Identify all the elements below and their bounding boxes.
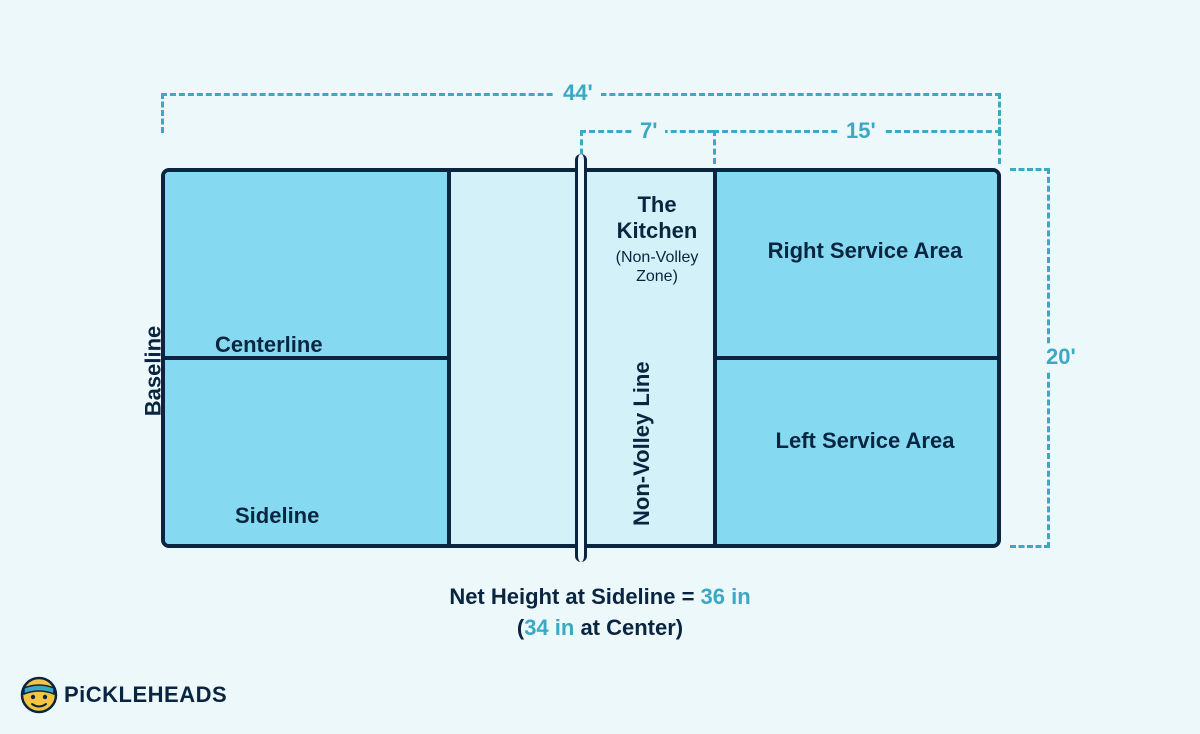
dim-label-service: 15' xyxy=(838,118,884,144)
pickleball-icon xyxy=(20,676,58,714)
centerline-right xyxy=(717,356,997,360)
dim-label-full-length: 44' xyxy=(555,80,601,106)
centerline-label: Centerline xyxy=(215,332,323,358)
net-line xyxy=(575,154,587,562)
left-service-area-label: Left Service Area xyxy=(765,427,965,455)
net-caption-line2-value: 34 in xyxy=(524,615,574,640)
net-height-caption: Net Height at Sideline = 36 in (34 in at… xyxy=(0,582,1200,644)
net-caption-line1-prefix: Net Height at Sideline = xyxy=(449,584,700,609)
left-kitchen-zone xyxy=(451,172,584,544)
net-caption-line1-value: 36 in xyxy=(701,584,751,609)
net-caption-line2-suffix: at Center) xyxy=(574,615,683,640)
kitchen-title-label: The Kitchen xyxy=(597,192,717,245)
sideline-label: Sideline xyxy=(235,503,319,529)
dim-label-kitchen: 7' xyxy=(632,118,665,144)
brand-logo: PiCKLEHEADS xyxy=(20,676,227,714)
brand-name: PiCKLEHEADS xyxy=(64,682,227,708)
kitchen-subtitle-label: (Non-Volley Zone) xyxy=(597,248,717,286)
court-diagram: Centerline Sideline The Kitchen (Non-Vol… xyxy=(161,168,1001,548)
dim-label-width: 20' xyxy=(1038,344,1084,370)
non-volley-line-label: Non-Volley Line xyxy=(629,361,655,526)
right-service-area-label: Right Service Area xyxy=(765,237,965,265)
